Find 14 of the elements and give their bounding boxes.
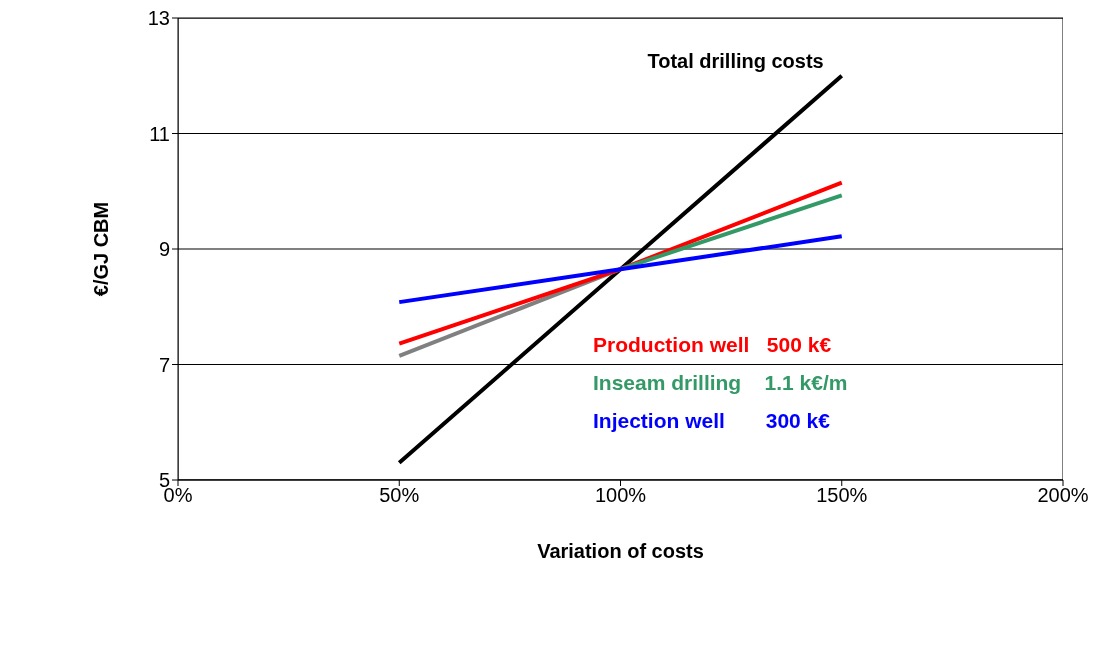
y-tick-label: 7	[158, 353, 170, 376]
x-tick-label: 150%	[816, 484, 868, 507]
x-axis-title: Variation of costs	[537, 540, 704, 562]
x-tick-label: 200%	[1037, 484, 1089, 507]
text: Production well 500 k€	[593, 332, 833, 358]
y-axis-title: €/GJ CBM	[90, 201, 113, 297]
y-tick-label: 9	[158, 238, 170, 261]
series-label: Total drilling costs	[647, 49, 824, 72]
y-tick-label: 11	[149, 122, 170, 145]
text: Inseam drilling 1.1 k€/m	[593, 370, 848, 396]
x-tick-label: 100%	[594, 484, 647, 507]
x-tick-label: 50%	[379, 484, 420, 507]
text: Injection well 300 k€	[593, 408, 831, 434]
y-tick-label: 13	[147, 7, 170, 30]
